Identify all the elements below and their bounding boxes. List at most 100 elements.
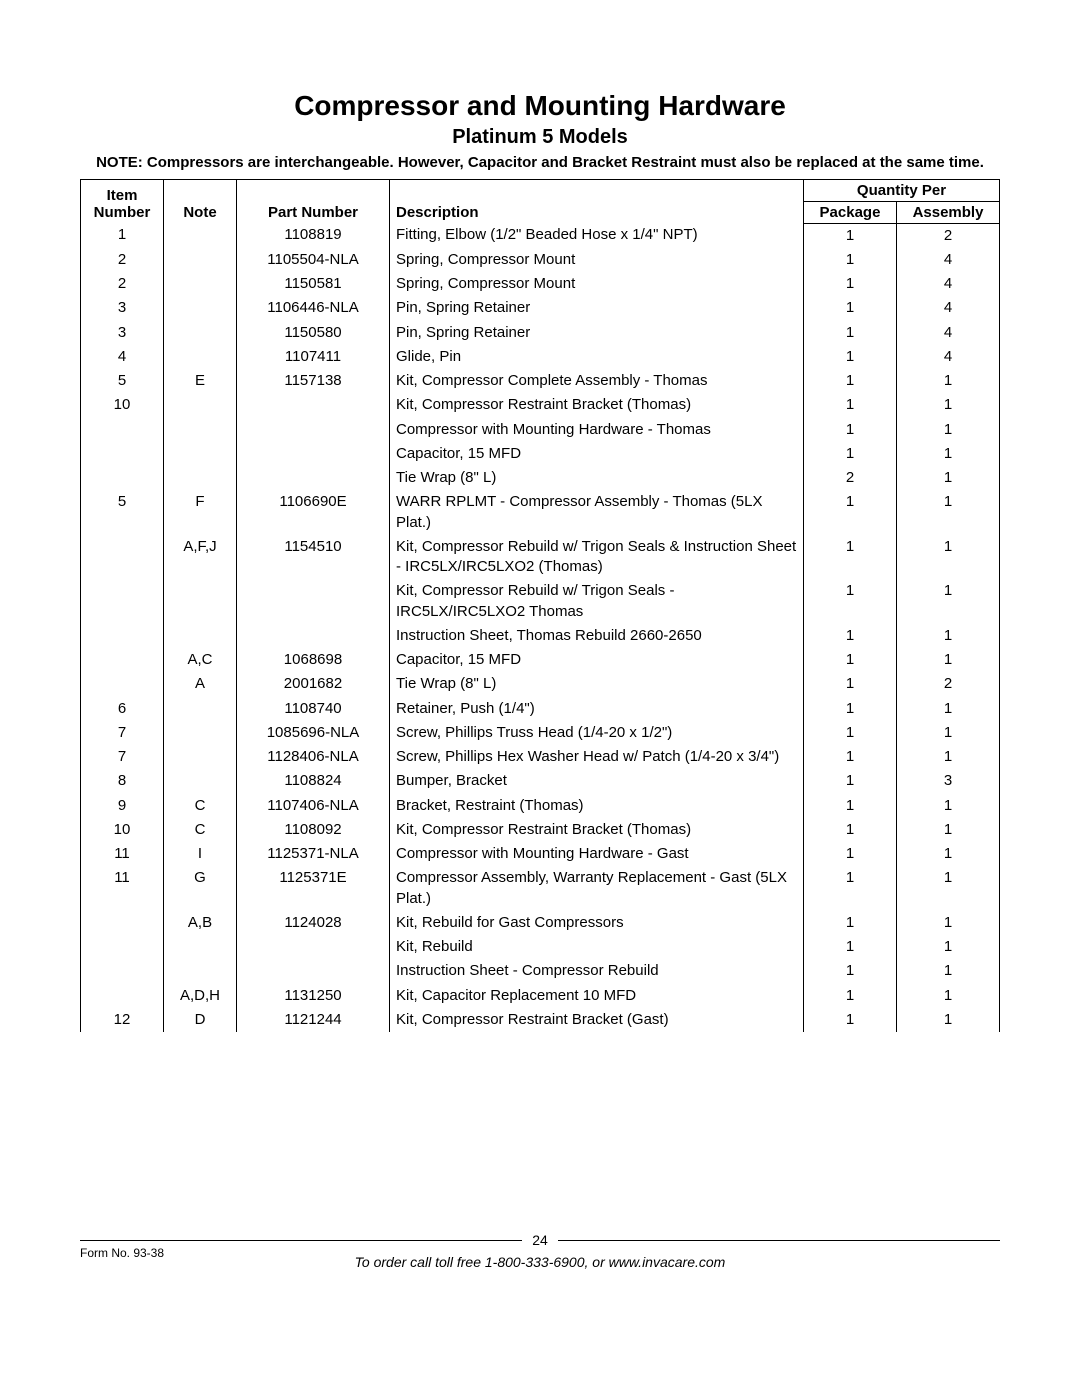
cell-partnum: 1105504-NLA: [237, 248, 390, 272]
cell-note: I: [164, 842, 237, 866]
cell-partnum: [237, 442, 390, 466]
cell-partnum: 1128406-NLA: [237, 745, 390, 769]
table-row: Instruction Sheet - Compressor Rebuild11: [81, 959, 1000, 983]
cell-item: 8: [81, 769, 164, 793]
footer-rule-left: [80, 1240, 522, 1241]
order-line: To order call toll free 1-800-333-6900, …: [80, 1254, 1000, 1270]
page-title: Compressor and Mounting Hardware: [80, 90, 1000, 122]
cell-desc: Tie Wrap (8" L): [390, 672, 804, 696]
cell-item: 3: [81, 321, 164, 345]
cell-item: 2: [81, 248, 164, 272]
cell-asm: 2: [897, 223, 1000, 248]
cell-item: [81, 466, 164, 490]
cell-item: [81, 959, 164, 983]
header-item-number: ItemNumber: [94, 187, 151, 221]
cell-asm: 1: [897, 866, 1000, 911]
table-row: Kit, Rebuild11: [81, 935, 1000, 959]
cell-asm: 1: [897, 745, 1000, 769]
cell-note: [164, 697, 237, 721]
table-row: 71085696-NLAScrew, Phillips Truss Head (…: [81, 721, 1000, 745]
table-row: 11G1125371ECompressor Assembly, Warranty…: [81, 866, 1000, 911]
cell-asm: 4: [897, 321, 1000, 345]
cell-asm: 1: [897, 579, 1000, 624]
cell-note: [164, 624, 237, 648]
cell-desc: Instruction Sheet - Compressor Rebuild: [390, 959, 804, 983]
cell-desc: Screw, Phillips Hex Washer Head w/ Patch…: [390, 745, 804, 769]
cell-item: 7: [81, 721, 164, 745]
footer-rule-right: [558, 1240, 1000, 1241]
cell-note: [164, 418, 237, 442]
cell-partnum: 1121244: [237, 1008, 390, 1032]
table-row: 31106446-NLAPin, Spring Retainer14: [81, 296, 1000, 320]
cell-note: [164, 745, 237, 769]
cell-asm: 1: [897, 794, 1000, 818]
cell-pkg: 1: [804, 769, 897, 793]
cell-asm: 1: [897, 648, 1000, 672]
page-footer: 24 Form No. 93-38 To order call toll fre…: [80, 1232, 1000, 1270]
cell-note: A: [164, 672, 237, 696]
table-row: 9C1107406-NLABracket, Restraint (Thomas)…: [81, 794, 1000, 818]
cell-note: [164, 393, 237, 417]
cell-item: 6: [81, 697, 164, 721]
cell-asm: 1: [897, 418, 1000, 442]
cell-item: [81, 935, 164, 959]
cell-pkg: 1: [804, 369, 897, 393]
note-text: NOTE: Compressors are interchangeable. H…: [80, 153, 1000, 173]
cell-asm: 1: [897, 911, 1000, 935]
cell-asm: 4: [897, 248, 1000, 272]
form-number: Form No. 93-38: [80, 1246, 164, 1260]
cell-desc: Capacitor, 15 MFD: [390, 648, 804, 672]
cell-desc: Instruction Sheet, Thomas Rebuild 2660-2…: [390, 624, 804, 648]
cell-desc: Fitting, Elbow (1/2" Beaded Hose x 1/4" …: [390, 223, 804, 248]
cell-partnum: 1150580: [237, 321, 390, 345]
cell-desc: Compressor with Mounting Hardware - Thom…: [390, 418, 804, 442]
table-row: 5F1106690EWARR RPLMT - Compressor Assemb…: [81, 490, 1000, 535]
cell-item: 9: [81, 794, 164, 818]
cell-desc: Kit, Rebuild: [390, 935, 804, 959]
cell-partnum: [237, 624, 390, 648]
table-row: 11108819Fitting, Elbow (1/2" Beaded Hose…: [81, 223, 1000, 248]
cell-item: 5: [81, 490, 164, 535]
cell-desc: Glide, Pin: [390, 345, 804, 369]
table-row: 10C1108092Kit, Compressor Restraint Brac…: [81, 818, 1000, 842]
cell-item: 12: [81, 1008, 164, 1032]
cell-asm: 1: [897, 369, 1000, 393]
cell-partnum: 1108824: [237, 769, 390, 793]
cell-item: 10: [81, 818, 164, 842]
cell-asm: 1: [897, 818, 1000, 842]
cell-pkg: 1: [804, 393, 897, 417]
cell-pkg: 1: [804, 321, 897, 345]
cell-asm: 1: [897, 959, 1000, 983]
cell-pkg: 1: [804, 959, 897, 983]
cell-note: [164, 721, 237, 745]
cell-partnum: 1124028: [237, 911, 390, 935]
cell-asm: 1: [897, 842, 1000, 866]
cell-partnum: 1108740: [237, 697, 390, 721]
header-description: Description: [390, 179, 804, 223]
cell-partnum: 1157138: [237, 369, 390, 393]
table-row: 12D1121244Kit, Compressor Restraint Brac…: [81, 1008, 1000, 1032]
cell-desc: Bumper, Bracket: [390, 769, 804, 793]
cell-partnum: 1107406-NLA: [237, 794, 390, 818]
cell-pkg: 2: [804, 466, 897, 490]
cell-desc: Screw, Phillips Truss Head (1/4-20 x 1/2…: [390, 721, 804, 745]
table-row: 21150581Spring, Compressor Mount14: [81, 272, 1000, 296]
table-row: A,D,H1131250Kit, Capacitor Replacement 1…: [81, 984, 1000, 1008]
cell-partnum: [237, 579, 390, 624]
cell-pkg: 1: [804, 345, 897, 369]
cell-item: 11: [81, 842, 164, 866]
cell-note: [164, 959, 237, 983]
cell-note: [164, 935, 237, 959]
cell-desc: Kit, Compressor Restraint Bracket (Thoma…: [390, 818, 804, 842]
cell-asm: 1: [897, 490, 1000, 535]
header-package: Package: [804, 201, 897, 223]
cell-item: [81, 911, 164, 935]
cell-pkg: 1: [804, 745, 897, 769]
cell-asm: 1: [897, 535, 1000, 580]
cell-pkg: 1: [804, 296, 897, 320]
cell-partnum: 1106446-NLA: [237, 296, 390, 320]
table-row: 11I1125371-NLACompressor with Mounting H…: [81, 842, 1000, 866]
cell-asm: 1: [897, 624, 1000, 648]
page-number: 24: [532, 1232, 548, 1248]
cell-asm: 4: [897, 272, 1000, 296]
